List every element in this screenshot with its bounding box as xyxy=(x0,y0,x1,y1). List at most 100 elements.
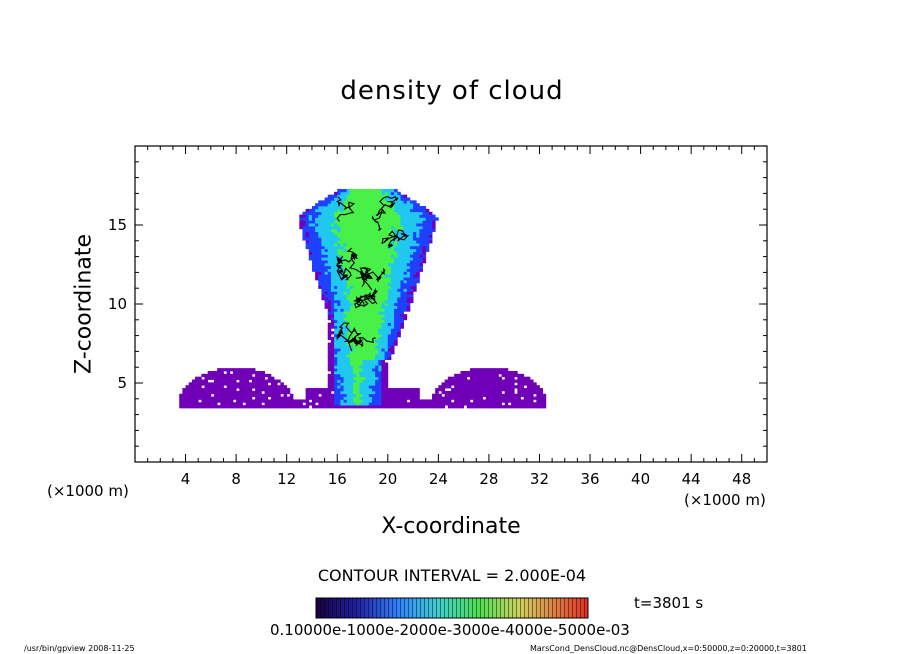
density-cell xyxy=(185,385,190,389)
density-cell xyxy=(349,390,354,395)
density-cell xyxy=(384,402,389,406)
density-cell xyxy=(501,373,506,378)
density-cell xyxy=(473,393,477,397)
density-cell xyxy=(207,388,212,392)
density-cell xyxy=(334,225,338,230)
density-cell xyxy=(482,373,487,378)
density-cell xyxy=(349,299,354,304)
density-cell xyxy=(274,388,278,392)
density-cell xyxy=(283,388,288,392)
density-cell xyxy=(419,206,423,210)
density-cell xyxy=(214,370,218,375)
density-cell xyxy=(334,316,338,321)
density-cell xyxy=(362,399,367,403)
density-cell xyxy=(242,379,246,383)
density-cell xyxy=(517,402,521,406)
density-cell xyxy=(365,234,370,238)
density-cell xyxy=(406,294,411,298)
density-cell xyxy=(236,402,240,406)
density-cell xyxy=(375,342,379,346)
density-cell xyxy=(387,288,392,292)
density-cell xyxy=(381,214,386,218)
x-tick-label: 4 xyxy=(181,470,191,488)
density-cell xyxy=(507,390,512,395)
density-cell xyxy=(384,214,389,218)
density-cell xyxy=(365,359,370,363)
density-cell xyxy=(457,396,461,400)
density-cell xyxy=(520,385,525,389)
density-cell xyxy=(485,405,490,409)
density-cell xyxy=(349,305,354,309)
density-cell xyxy=(236,405,240,409)
density-cell xyxy=(346,294,351,298)
density-cell xyxy=(242,382,246,386)
density-cell xyxy=(390,348,395,352)
density-cell xyxy=(359,234,363,238)
density-cell xyxy=(526,388,531,392)
density-cell xyxy=(368,291,373,295)
density-cell xyxy=(245,405,250,409)
density-cell xyxy=(327,240,332,244)
density-cell xyxy=(365,348,370,352)
density-cell xyxy=(334,379,338,383)
density-cell xyxy=(362,308,367,312)
density-cell xyxy=(447,379,452,383)
density-cell xyxy=(416,228,420,233)
density-cell xyxy=(191,390,196,395)
density-cell xyxy=(375,299,379,304)
density-cell xyxy=(384,288,389,292)
density-cell xyxy=(400,214,404,218)
density-cell xyxy=(318,223,322,227)
density-cell xyxy=(387,223,392,227)
density-cell xyxy=(349,336,354,341)
density-cell xyxy=(346,379,351,383)
density-cell xyxy=(444,382,449,386)
density-cell xyxy=(365,197,370,201)
density-cell xyxy=(394,305,398,309)
contour-line xyxy=(388,229,410,242)
density-cell xyxy=(327,322,332,326)
density-cell xyxy=(353,225,357,230)
density-cell xyxy=(403,203,408,207)
density-cell xyxy=(422,399,427,403)
density-cell xyxy=(321,396,325,400)
density-cell xyxy=(356,240,360,244)
density-cell xyxy=(334,214,338,218)
density-cell xyxy=(365,223,370,227)
density-cell xyxy=(245,376,250,380)
density-cell xyxy=(403,291,408,295)
density-cell xyxy=(261,376,265,380)
density-cell xyxy=(520,382,525,386)
density-cell xyxy=(343,197,348,201)
density-cell xyxy=(394,331,398,335)
density-cell xyxy=(362,285,367,289)
density-cell xyxy=(365,345,370,349)
density-cell xyxy=(463,396,468,400)
density-cell xyxy=(387,299,392,304)
density-cell xyxy=(378,257,382,261)
density-cell xyxy=(473,390,477,395)
density-cell xyxy=(469,370,474,375)
contour-line xyxy=(344,327,364,347)
density-cell xyxy=(375,368,379,372)
density-cell xyxy=(444,385,449,389)
density-cell xyxy=(327,277,332,281)
density-cell xyxy=(359,257,363,261)
density-cell xyxy=(381,188,386,193)
density-cell xyxy=(400,243,404,247)
density-cell xyxy=(375,308,379,312)
density-cell xyxy=(397,206,401,210)
density-cell xyxy=(311,220,316,224)
density-cell xyxy=(330,365,335,369)
density-cell xyxy=(207,376,212,380)
density-cell xyxy=(504,399,509,403)
density-cell xyxy=(311,217,316,221)
density-cell xyxy=(378,262,382,267)
density-cell xyxy=(378,316,382,321)
density-cell xyxy=(321,243,325,247)
density-cell xyxy=(343,248,348,252)
density-cell xyxy=(359,331,363,335)
density-cell xyxy=(308,228,313,233)
density-cell xyxy=(397,297,401,301)
density-cell xyxy=(413,217,417,221)
